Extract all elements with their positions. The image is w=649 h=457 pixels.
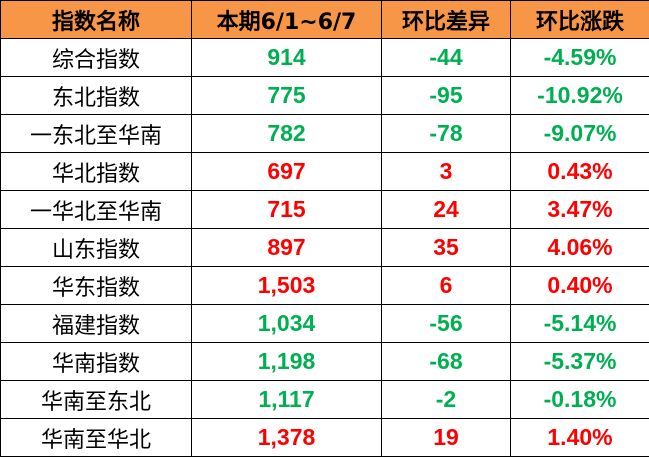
table-row: 福建指数 1,034 -56 -5.14% bbox=[0, 304, 649, 343]
name-cell: 华南至华北 bbox=[0, 418, 192, 457]
header-name: 指数名称 bbox=[0, 0, 192, 39]
diff-cell: -78 bbox=[381, 114, 511, 153]
pct-cell: -5.14% bbox=[510, 304, 649, 343]
diff-cell: 19 bbox=[381, 418, 511, 457]
name-cell: 综合指数 bbox=[0, 38, 192, 77]
name-cell: 一东北至华南 bbox=[0, 114, 192, 153]
name-cell: 华南至东北 bbox=[0, 380, 192, 419]
table-row: 一东北至华南 782 -78 -9.07% bbox=[0, 114, 649, 153]
value-cell: 782 bbox=[191, 114, 382, 153]
name-cell: 山东指数 bbox=[0, 228, 192, 267]
name-cell: 华东指数 bbox=[0, 266, 192, 305]
diff-cell: -44 bbox=[381, 38, 511, 77]
table-row: 东北指数 775 -95 -10.92% bbox=[0, 76, 649, 115]
diff-cell: 3 bbox=[381, 152, 511, 191]
name-cell: 华南指数 bbox=[0, 342, 192, 381]
table-row: 华南至华北 1,378 19 1.40% bbox=[0, 418, 649, 457]
table-row: 山东指数 897 35 4.06% bbox=[0, 228, 649, 267]
diff-cell: -56 bbox=[381, 304, 511, 343]
table-row: 华南至东北 1,117 -2 -0.18% bbox=[0, 380, 649, 419]
pct-cell: -0.18% bbox=[510, 380, 649, 419]
pct-cell: -10.92% bbox=[510, 76, 649, 115]
table-row: 华南指数 1,198 -68 -5.37% bbox=[0, 342, 649, 381]
table-row: 华东指数 1,503 6 0.40% bbox=[0, 266, 649, 305]
value-cell: 775 bbox=[191, 76, 382, 115]
table-row: 一华北至华南 715 24 3.47% bbox=[0, 190, 649, 229]
value-cell: 897 bbox=[191, 228, 382, 267]
value-cell: 1,117 bbox=[191, 380, 382, 419]
name-cell: 福建指数 bbox=[0, 304, 192, 343]
pct-cell: -4.59% bbox=[510, 38, 649, 77]
value-cell: 1,503 bbox=[191, 266, 382, 305]
diff-cell: 6 bbox=[381, 266, 511, 305]
pct-cell: 0.43% bbox=[510, 152, 649, 191]
value-cell: 1,198 bbox=[191, 342, 382, 381]
pct-cell: 3.47% bbox=[510, 190, 649, 229]
header-pct: 环比涨跌 bbox=[510, 0, 649, 39]
pct-cell: 4.06% bbox=[510, 228, 649, 267]
diff-cell: -68 bbox=[381, 342, 511, 381]
header-row: 指数名称 本期6/1~6/7 环比差异 环比涨跌 bbox=[0, 0, 649, 39]
table-row: 华北指数 697 3 0.43% bbox=[0, 152, 649, 191]
name-cell: 东北指数 bbox=[0, 76, 192, 115]
table-row: 综合指数 914 -44 -4.59% bbox=[0, 38, 649, 77]
name-cell: 华北指数 bbox=[0, 152, 192, 191]
value-cell: 1,034 bbox=[191, 304, 382, 343]
value-cell: 715 bbox=[191, 190, 382, 229]
diff-cell: -2 bbox=[381, 380, 511, 419]
name-cell: 一华北至华南 bbox=[0, 190, 192, 229]
pct-cell: -9.07% bbox=[510, 114, 649, 153]
diff-cell: -95 bbox=[381, 76, 511, 115]
header-value: 本期6/1~6/7 bbox=[191, 0, 382, 39]
pct-cell: 1.40% bbox=[510, 418, 649, 457]
value-cell: 697 bbox=[191, 152, 382, 191]
value-cell: 914 bbox=[191, 38, 382, 77]
value-cell: 1,378 bbox=[191, 418, 382, 457]
pct-cell: -5.37% bbox=[510, 342, 649, 381]
diff-cell: 24 bbox=[381, 190, 511, 229]
pct-cell: 0.40% bbox=[510, 266, 649, 305]
diff-cell: 35 bbox=[381, 228, 511, 267]
header-diff: 环比差异 bbox=[381, 0, 511, 39]
